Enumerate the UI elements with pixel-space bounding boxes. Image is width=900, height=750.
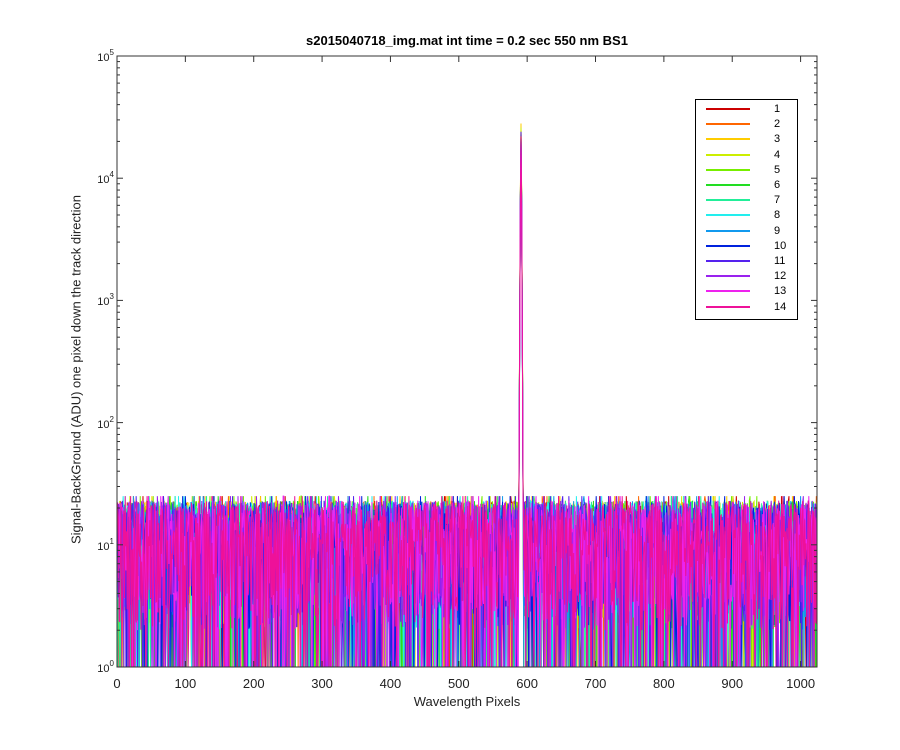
y-axis-label: Signal-BackGround (ADU) one pixel down t… <box>68 195 84 545</box>
y-tick-label: 105 <box>97 48 114 64</box>
legend-swatch <box>706 275 750 278</box>
legend-swatch <box>706 290 750 293</box>
y-tick-base: 10 <box>97 174 110 187</box>
x-tick-label: 200 <box>242 676 265 691</box>
legend-swatch <box>706 108 750 110</box>
x-tick-label: 1000 <box>786 676 816 691</box>
x-tick-label: 900 <box>721 676 744 691</box>
legend-entry: 4 <box>696 148 797 163</box>
legend-entry: 2 <box>696 117 797 132</box>
legend-entry: 5 <box>696 163 797 178</box>
legend-entry: 6 <box>696 178 797 193</box>
y-tick-label: 103 <box>97 292 114 308</box>
legend-entry: 9 <box>696 224 797 239</box>
legend-label: 7 <box>774 194 781 207</box>
legend: 1 2 3 4 5 6 7 8 9 10 11 12 13 14 <box>695 99 798 320</box>
legend-label: 13 <box>774 285 787 298</box>
y-tick-base: 10 <box>97 540 110 553</box>
legend-label: 8 <box>774 209 781 222</box>
legend-label: 12 <box>774 270 787 283</box>
y-tick-label: 101 <box>97 537 114 553</box>
legend-swatch <box>706 199 750 202</box>
chart-title: s2015040718_img.mat int time = 0.2 sec 5… <box>306 33 628 48</box>
legend-label: 1 <box>774 103 781 115</box>
legend-label: 4 <box>774 148 781 161</box>
legend-label: 9 <box>774 224 781 237</box>
legend-label: 5 <box>774 163 781 176</box>
legend-entry: 10 <box>696 239 797 254</box>
legend-entry: 7 <box>696 193 797 208</box>
axes-frame <box>116 55 818 668</box>
x-tick-label: 400 <box>379 676 402 691</box>
series-line-14 <box>116 136 818 668</box>
x-tick-label: 500 <box>447 676 470 691</box>
legend-label: 11 <box>774 255 786 267</box>
legend-swatch <box>706 153 750 156</box>
legend-label: 10 <box>774 239 787 252</box>
x-axis-label: Wavelength Pixels <box>413 694 521 709</box>
legend-swatch <box>706 184 750 186</box>
y-tick-label: 102 <box>97 415 114 431</box>
legend-entry: 14 <box>696 300 797 315</box>
y-tick-exponent: 2 <box>109 414 114 424</box>
y-tick-exponent: 1 <box>109 536 114 546</box>
legend-swatch <box>706 244 750 247</box>
x-tick-label: 700 <box>584 676 607 691</box>
y-tick-base: 10 <box>97 52 110 64</box>
legend-swatch <box>706 168 750 171</box>
y-tick-exponent: 4 <box>109 170 114 180</box>
y-tick-exponent: 5 <box>109 48 114 57</box>
legend-entry: 3 <box>696 132 797 147</box>
x-tick-label: 300 <box>311 676 333 691</box>
y-tick-base: 10 <box>97 418 110 431</box>
y-tick-exponent: 0 <box>109 659 114 668</box>
y-tick-label: 100 <box>97 659 114 675</box>
legend-swatch <box>706 305 750 308</box>
y-tick-base: 10 <box>97 296 110 309</box>
legend-label: 2 <box>774 118 781 131</box>
x-tick-label: 0 <box>113 676 121 691</box>
y-tick-label: 104 <box>97 170 114 186</box>
series-layer <box>116 123 818 668</box>
legend-swatch <box>706 123 750 126</box>
x-tick-label: 600 <box>516 676 538 691</box>
legend-entry: 11 <box>696 254 797 269</box>
y-tick-exponent: 3 <box>109 292 114 302</box>
legend-entry: 8 <box>696 208 797 223</box>
legend-label: 3 <box>774 133 781 146</box>
legend-entry: 1 <box>696 102 797 117</box>
x-tick-label: 100 <box>174 676 197 691</box>
legend-label: 6 <box>774 179 781 191</box>
legend-entry: 13 <box>696 284 797 299</box>
legend-swatch <box>706 229 750 232</box>
legend-entry: 12 <box>696 269 797 284</box>
legend-swatch <box>706 214 750 217</box>
legend-label: 14 <box>774 300 787 313</box>
x-tick-label: 800 <box>653 676 675 691</box>
legend-swatch <box>706 260 750 262</box>
legend-swatch <box>706 138 750 141</box>
y-tick-base: 10 <box>97 663 110 675</box>
